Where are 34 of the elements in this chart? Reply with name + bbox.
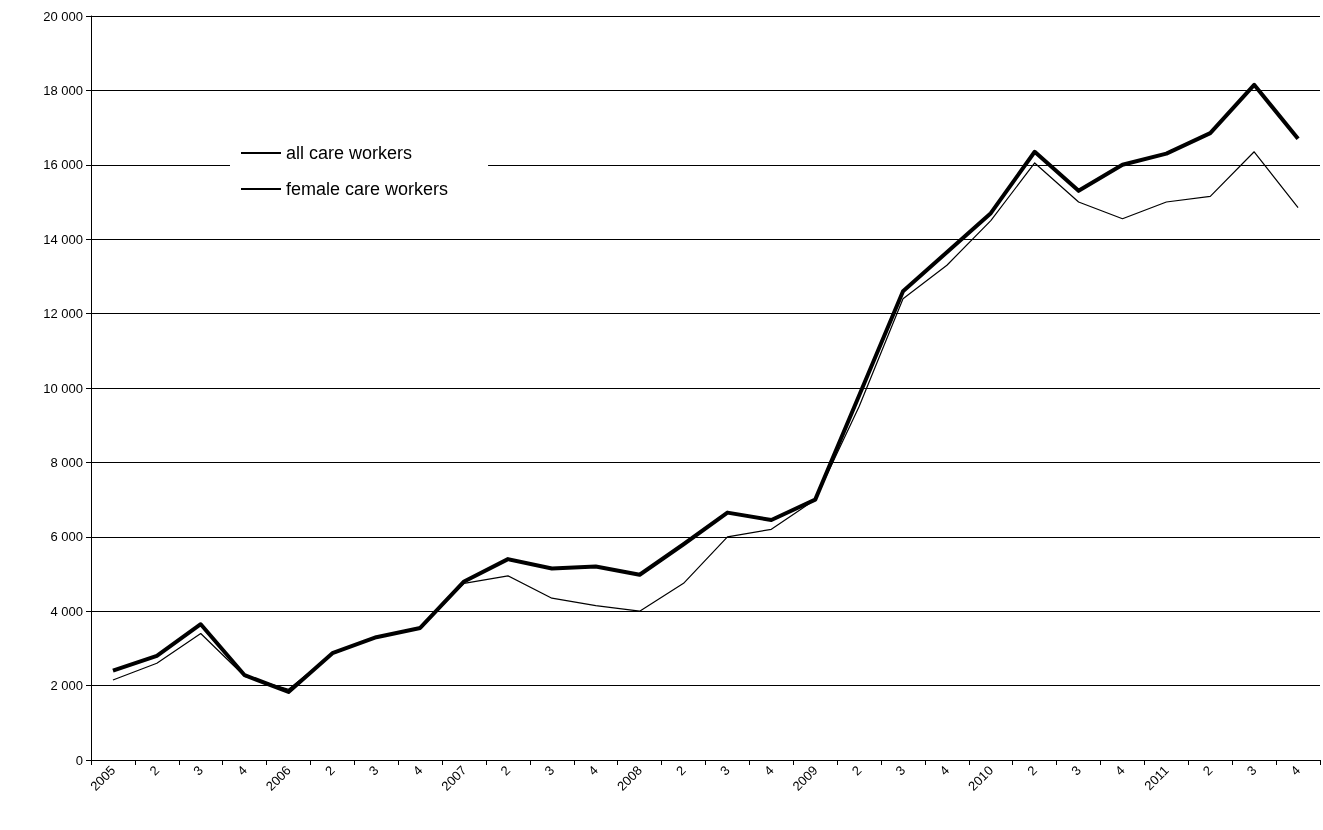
y-tick-label: 16 000 (43, 157, 83, 173)
y-tick-label: 18 000 (43, 82, 83, 98)
x-tick-label: 2 (673, 762, 689, 779)
y-tick-label: 0 (75, 752, 83, 768)
y-tick-label: 4 000 (50, 603, 83, 619)
y-tick-label: 10 000 (43, 380, 83, 396)
y-tick-label: 12 000 (43, 306, 83, 322)
y-tick-label: 2 000 (50, 678, 83, 694)
x-tick-label: 4 (1287, 762, 1304, 779)
x-tick-label: 2 (1199, 762, 1216, 779)
x-tick-label: 3 (1068, 762, 1084, 779)
x-tick-label: 3 (717, 762, 733, 779)
x-tick-label: 4 (585, 762, 602, 779)
x-tick-label: 2 (497, 762, 514, 779)
x-tick-label: 4 (409, 762, 426, 779)
x-tick-label: 3 (365, 762, 382, 779)
y-tick-label: 20 000 (43, 8, 83, 24)
legend-label: female care workers (286, 179, 449, 199)
x-tick-label: 4 (234, 762, 250, 779)
x-tick-label: 3 (190, 762, 207, 779)
x-tick-label: 4 (760, 762, 777, 779)
y-tick-label: 6 000 (50, 529, 83, 545)
x-tick-label: 4 (1112, 762, 1128, 779)
x-tick-label: 3 (1243, 762, 1260, 779)
x-tick-label: 2 (146, 762, 163, 779)
x-tick-label: 3 (892, 762, 909, 779)
legend-label: all care workers (286, 143, 413, 163)
x-tick-label: 3 (541, 762, 558, 779)
x-tick-label: 2 (1024, 762, 1040, 779)
x-tick-label: 2 (321, 762, 338, 779)
x-tick-label: 4 (936, 762, 953, 779)
y-tick-label: 14 000 (43, 231, 83, 247)
x-tick-label: 2 (848, 762, 865, 779)
y-tick-label: 8 000 (50, 454, 83, 470)
